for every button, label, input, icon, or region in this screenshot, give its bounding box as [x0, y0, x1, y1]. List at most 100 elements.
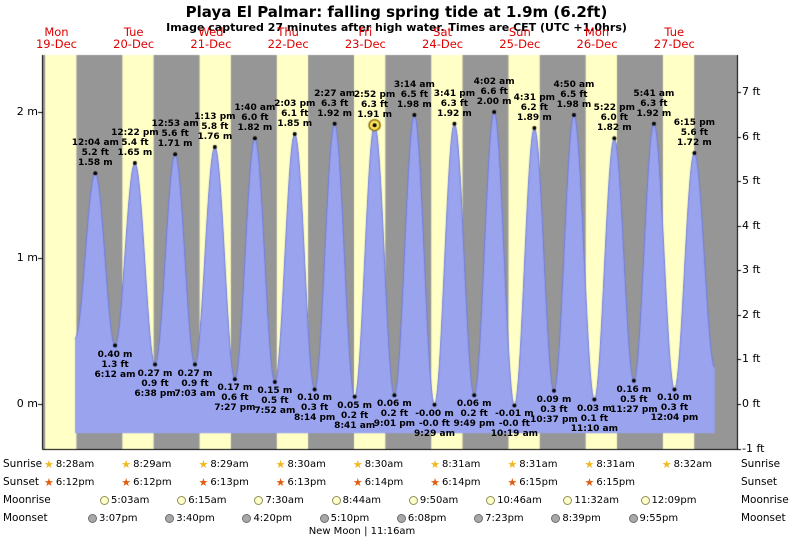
sunset-time: 6:14pm	[364, 476, 404, 488]
moonset-time: 6:08pm	[407, 512, 447, 524]
sunset-time: 6:14pm	[441, 476, 481, 488]
high-tide-label: 4:31 pm 6.2 ft 1.89 m	[513, 93, 556, 124]
moonrise-entry: 12:09pm	[640, 493, 697, 507]
new-moon-note: New Moon | 11:16am	[308, 526, 416, 537]
high-tide-label: 1:40 am 6.0 ft 1.82 m	[234, 103, 276, 134]
moonset-entry: 3:40pm	[165, 511, 215, 525]
moonset-circle-icon	[628, 513, 638, 523]
moonrise-entry: 5:03am	[100, 493, 149, 507]
sunset-time: 6:15pm	[519, 476, 558, 488]
high-tide-label: 4:02 am 6.6 ft 2.00 m	[473, 77, 515, 107]
page-subtitle: Image captured 27 minutes after high wat…	[166, 21, 627, 34]
sunrise-time: 8:31am	[441, 458, 481, 470]
day-label: Mon 26-Dec	[576, 25, 618, 51]
sunrise-time: 8:31am	[519, 458, 558, 470]
moonrise-circle-icon	[640, 495, 650, 505]
moonrise-time: 9:50am	[419, 494, 459, 506]
sunrise-entry: ★ 8:30am	[276, 457, 326, 471]
sunset-entry: ★ 6:14pm	[353, 475, 403, 489]
sunrise-time: 8:29am	[210, 458, 249, 470]
high-tide-label: 3:41 pm 6.3 ft 1.92 m	[433, 88, 476, 119]
moonset-entry: 7:23pm	[474, 511, 524, 525]
high-tide-label: 12:04 am 5.2 ft 1.58 m	[71, 138, 119, 169]
sunset-entry: ★ 6:13pm	[276, 475, 326, 489]
y-axis-label-m: 0 m	[16, 396, 38, 410]
sunrise-entry: ★ 8:29am	[121, 457, 171, 471]
day-label: Thu 22-Dec	[267, 25, 309, 51]
sunset-entry: ★ 6:15pm	[507, 475, 557, 489]
sunrise-row-label-left: Sunrise	[3, 458, 43, 470]
day-label: Tue 27-Dec	[653, 25, 695, 51]
high-tide-label: 4:50 am 6.5 ft 1.98 m	[553, 79, 595, 110]
low-tide-label: -0.01 m -0.0 ft 10:19 am	[490, 409, 539, 440]
sunrise-time: 8:32am	[673, 458, 712, 470]
high-tide-label: 1:13 pm 5.8 ft 1.76 m	[194, 112, 236, 143]
moonset-time: 3:07pm	[99, 512, 138, 524]
sunrise-star-icon: ★	[352, 457, 363, 471]
moonrise-time: 7:30am	[265, 494, 304, 506]
high-tide-label: 12:22 pm 5.4 ft 1.65 m	[111, 128, 159, 159]
y-axis-label-ft: 4 ft	[742, 218, 761, 232]
sunrise-entry: ★ 8:30am	[353, 457, 403, 471]
low-tide-label: -0.00 m -0.0 ft 9:29 am	[413, 408, 455, 439]
high-tide-label: 5:22 pm 6.0 ft 1.82 m	[593, 103, 635, 134]
sunrise-star-icon: ★	[661, 457, 672, 471]
moonrise-time: 5:03am	[111, 494, 150, 506]
sunset-time: 6:13pm	[210, 476, 249, 488]
sunrise-entry: ★ 8:31am	[430, 457, 480, 471]
high-tide-label: 2:27 am 6.3 ft 1.92 m	[314, 88, 356, 119]
moonset-row-label-left: Moonset	[3, 512, 48, 524]
moonset-entry: 3:07pm	[88, 511, 138, 525]
moonset-circle-icon	[551, 513, 561, 523]
sunset-time: 6:15pm	[596, 476, 635, 488]
moonrise-time: 12:09pm	[651, 494, 697, 506]
y-axis-label-m: 2 m	[16, 104, 38, 118]
moonrise-row-label-right: Moonrise	[741, 494, 789, 506]
sunrise-star-icon: ★	[275, 457, 286, 471]
low-tide-label: 0.05 m 0.2 ft 8:41 am	[334, 400, 376, 431]
sunset-star-icon: ★	[507, 475, 518, 489]
moonrise-circle-icon	[177, 495, 187, 505]
moonset-entry: 9:55pm	[628, 511, 678, 525]
day-label: Tue 20-Dec	[113, 25, 155, 51]
y-axis-label-m: 1 m	[16, 250, 38, 264]
moonset-circle-icon	[474, 513, 484, 523]
sunset-star-icon: ★	[121, 475, 132, 489]
sunrise-row-label-right: Sunrise	[741, 458, 781, 470]
moonrise-entry: 10:46am	[486, 493, 542, 507]
sunrise-star-icon: ★	[198, 457, 209, 471]
moonrise-circle-icon	[100, 495, 109, 505]
low-tide-label: 0.27 m 0.9 ft 7:03 am	[174, 368, 216, 399]
moonset-entry: 8:39pm	[551, 511, 601, 525]
low-tide-label: 0.17 m 0.6 ft 7:27 pm	[214, 383, 256, 414]
sunrise-star-icon: ★	[507, 457, 518, 471]
day-label: Fri 23-Dec	[344, 25, 386, 51]
sunset-entry: ★ 6:12pm	[121, 475, 171, 489]
sunset-time: 6:12pm	[133, 476, 172, 488]
moonrise-entry: 6:15am	[177, 493, 227, 507]
moonrise-circle-icon	[486, 495, 496, 505]
moonrise-time: 10:46am	[497, 494, 542, 506]
sunset-entry: ★ 6:12pm	[44, 475, 94, 489]
sunset-row-label-left: Sunset	[3, 476, 40, 488]
y-axis-label-ft: -1 ft	[742, 441, 765, 455]
sunrise-star-icon: ★	[44, 457, 54, 471]
y-axis-label-ft: 1 ft	[742, 352, 761, 366]
sunrise-time: 8:30am	[287, 458, 326, 470]
sunrise-time: 8:29am	[133, 458, 172, 470]
sunrise-entry: ★ 8:28am	[44, 457, 94, 471]
sunrise-entry: ★ 8:32am	[662, 457, 712, 471]
day-label: Sun 25-Dec	[499, 25, 541, 51]
sunset-star-icon: ★	[430, 475, 440, 489]
high-tide-label: 2:03 pm 6.1 ft 1.85 m	[274, 98, 316, 129]
sunrise-time: 8:31am	[596, 458, 635, 470]
sunset-entry: ★ 6:14pm	[430, 475, 480, 489]
sunset-time: 6:13pm	[287, 476, 327, 488]
sunset-star-icon: ★	[584, 475, 595, 489]
moonset-time: 4:20pm	[253, 512, 292, 524]
sunrise-entry: ★ 8:29am	[198, 457, 248, 471]
day-label: Mon 19-Dec	[35, 25, 77, 51]
sunrise-star-icon: ★	[584, 457, 595, 471]
